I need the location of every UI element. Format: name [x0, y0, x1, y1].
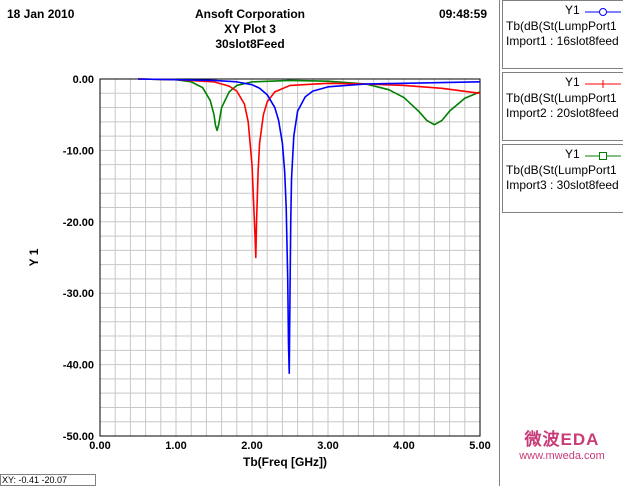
- legend-expression: Tb(dB(St(LumpPort1: [506, 19, 617, 33]
- square-marker-icon: [585, 152, 621, 160]
- legend-source: Import3 : 30slot8feed: [506, 178, 619, 192]
- watermark-url: www.mweda.com: [519, 450, 605, 462]
- legend-entry-1[interactable]: Y1 Tb(dB(St(LumpPort1 Import1 : 16slot8f…: [502, 0, 623, 69]
- x-tick-label: 2.00: [241, 440, 262, 452]
- company-label: Ansoft Corporation: [195, 7, 305, 21]
- y-tick-label: 0.00: [73, 74, 94, 86]
- y-axis-label: Y 1: [27, 248, 41, 266]
- xy-plot-chart[interactable]: 0.00-10.00-20.00-30.00-40.00-50.000.00 1.…: [0, 0, 500, 486]
- x-tick-label: 5.00: [469, 440, 490, 452]
- x-tick-label: 3.00: [317, 440, 338, 452]
- legend-source: Import1 : 16slot8feed: [506, 34, 619, 48]
- legend-expression: Tb(dB(St(LumpPort1: [506, 91, 617, 105]
- series-line-1: [137, 78, 481, 374]
- x-tick-label: 1.00: [165, 440, 186, 452]
- xy-readout: XY: -0.41 -20.07: [0, 474, 96, 486]
- y-tick-label: -40.00: [63, 360, 94, 372]
- plot-window: 18 Jan 2010 09:48:59 Ansoft Corporation …: [0, 0, 500, 486]
- legend-ylabel: Y1: [565, 147, 580, 161]
- y-tick-label: -30.00: [63, 288, 94, 300]
- x-axis-label: Tb(Freq [GHz]): [243, 455, 327, 469]
- legend-ylabel: Y1: [565, 3, 580, 17]
- y-tick-label: -50.00: [63, 431, 94, 443]
- legend-expression: Tb(dB(St(LumpPort1: [506, 163, 617, 177]
- series-line-3: [137, 78, 481, 132]
- x-tick-label: 0.00: [89, 440, 110, 452]
- watermark: 微波EDA www.mweda.com: [512, 425, 612, 462]
- watermark-title: 微波EDA: [524, 430, 600, 449]
- legend-ylabel: Y1: [565, 75, 580, 89]
- project-label: 30slot8Feed: [215, 37, 285, 51]
- legend-entry-2[interactable]: Y1 Tb(dB(St(LumpPort1 Import2 : 20slot8f…: [502, 72, 623, 141]
- x-tick-label: 4.00: [393, 440, 414, 452]
- legend-source: Import2 : 20slot8feed: [506, 106, 619, 120]
- plus-marker-icon: [585, 80, 621, 88]
- legend-panel: Y1 Tb(dB(St(LumpPort1 Import1 : 16slot8f…: [500, 0, 623, 486]
- legend-entry-3[interactable]: Y1 Tb(dB(St(LumpPort1 Import3 : 30slot8f…: [502, 144, 623, 213]
- series-line-2: [137, 78, 481, 259]
- time-label: 09:48:59: [438, 7, 487, 21]
- y-tick-label: -10.00: [63, 145, 94, 157]
- plot-title: XY Plot 3: [224, 22, 276, 36]
- y-tick-label: -20.00: [63, 217, 94, 229]
- circle-marker-icon: [585, 8, 621, 16]
- date-label: 18 Jan 2010: [7, 7, 75, 21]
- plot-frame: [99, 78, 481, 437]
